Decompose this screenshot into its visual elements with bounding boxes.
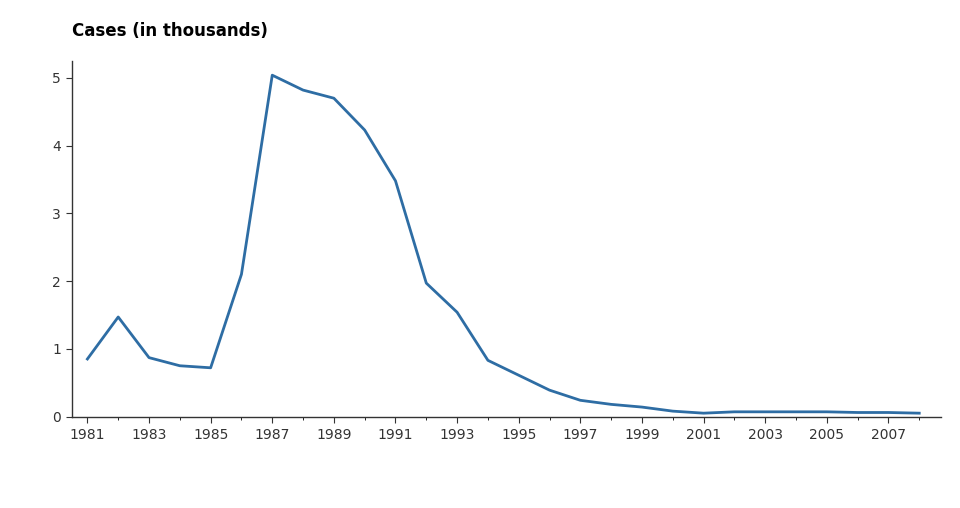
Text: Cases (in thousands): Cases (in thousands) bbox=[72, 22, 268, 40]
